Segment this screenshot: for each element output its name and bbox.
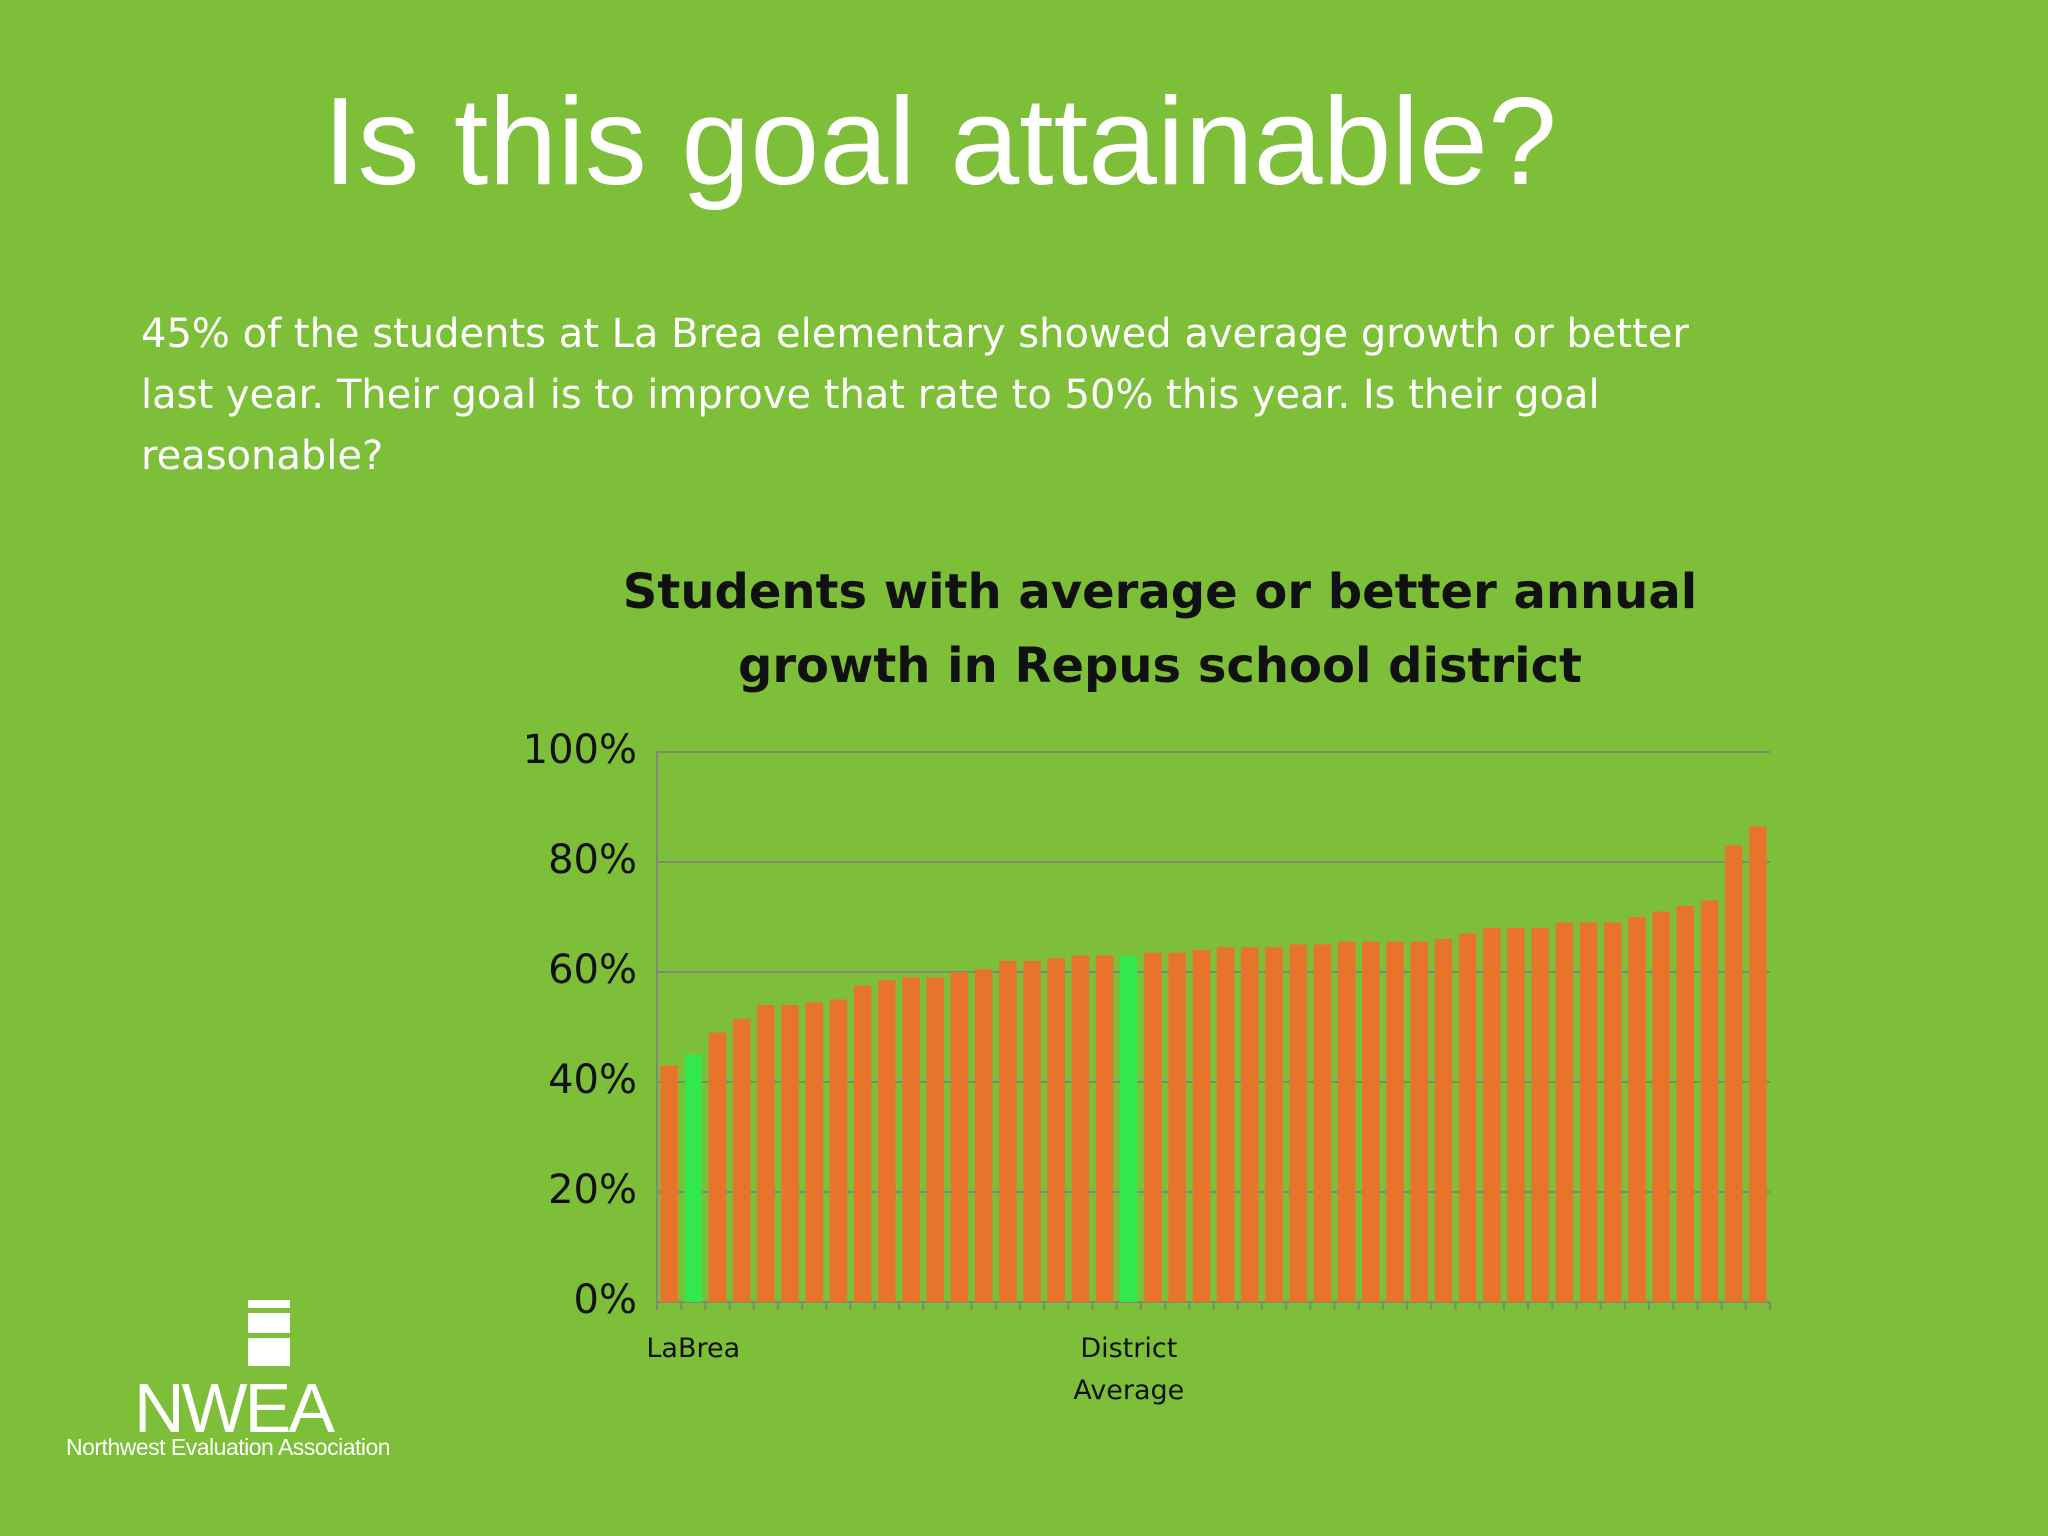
bar [1386,941,1404,1302]
bar [660,1065,678,1302]
chart-title-line: Students with average or better annual [622,564,1698,620]
slide-title: Is this goal attainable? [323,73,1557,211]
bar [781,1005,799,1302]
bar [1555,922,1574,1302]
bar [1362,941,1380,1302]
bar [1724,845,1743,1302]
bar [1458,933,1477,1302]
y-tick-label: 20% [548,1167,637,1213]
chart-title-line: growth in Repus school district [737,638,1582,694]
bar [1410,941,1428,1302]
logo-tagline: Northwest Evaluation Association [66,1434,391,1460]
bar [805,1002,823,1302]
bar [1289,944,1307,1302]
bar [853,985,872,1302]
bar [1337,941,1356,1302]
bar [1144,952,1162,1302]
bar [1434,939,1453,1302]
body-line: last year. Their goal is to improve that… [141,372,1600,418]
logo-block [248,1313,290,1333]
bar [708,1032,727,1302]
bar [1095,955,1114,1302]
bar [684,1054,703,1302]
x-tick-label: LaBrea [646,1333,741,1364]
logo-name: NWEA [134,1369,335,1447]
bar [1604,922,1622,1302]
bar [1483,928,1501,1302]
bar [1313,944,1332,1302]
bar [1023,961,1041,1302]
bar [1628,917,1646,1302]
bar [1071,955,1090,1302]
bar [926,977,944,1302]
chart-title: Students with average or better annual g… [560,555,1760,703]
body-line: reasonable? [141,433,384,479]
bar [1749,826,1767,1302]
y-tick-label: 100% [522,727,637,773]
logo-block [248,1338,290,1366]
y-tick-label: 40% [548,1057,637,1103]
bar [1168,952,1186,1302]
bar [1579,922,1598,1302]
bar [1047,958,1065,1302]
y-tick-label: 0% [573,1277,637,1323]
bar [950,972,969,1302]
y-tick-label: 80% [548,837,637,883]
x-tick-label: District Average [1073,1333,1185,1406]
bar [1241,947,1259,1302]
bar [1652,911,1670,1302]
logo-block [248,1300,290,1308]
bar [1192,950,1211,1302]
y-tick-label: 60% [548,947,637,993]
bar [757,1005,775,1302]
bar [999,961,1017,1302]
bar [1676,906,1695,1302]
bar [1265,947,1283,1302]
bar [902,977,920,1302]
body-text: 45% of the students at La Brea elementar… [141,304,1689,487]
bar [1507,928,1525,1302]
logo-icon [248,1300,290,1366]
bar [1531,928,1549,1302]
bar [1120,955,1138,1302]
body-line: 45% of the students at La Brea elementar… [141,311,1689,357]
bar [974,969,993,1302]
bar [732,1018,751,1302]
bar [829,999,848,1302]
bar [878,980,896,1302]
bar [1700,900,1719,1302]
bar [1216,947,1235,1302]
